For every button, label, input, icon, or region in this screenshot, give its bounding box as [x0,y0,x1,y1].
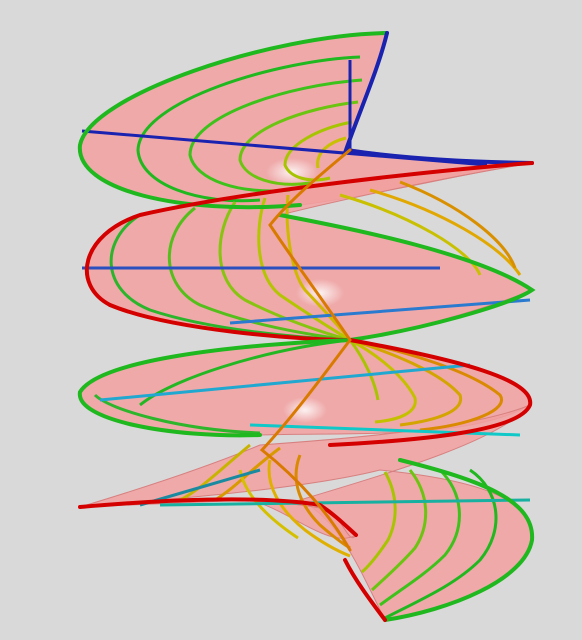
edge-red-4 [78,497,358,537]
edge-red-5 [343,558,387,622]
edge-red-3 [328,338,533,447]
edge-green-2 [278,213,536,342]
edge-green-4 [383,458,535,622]
outer-edge-curves [77,31,536,622]
cross-section-curves [93,55,522,620]
edge-top-blue [343,31,534,165]
edge-red-1 [84,161,534,307]
edge-green-3 [77,338,352,438]
edge-orange-spine [259,148,352,552]
ruling-lines [81,60,531,507]
